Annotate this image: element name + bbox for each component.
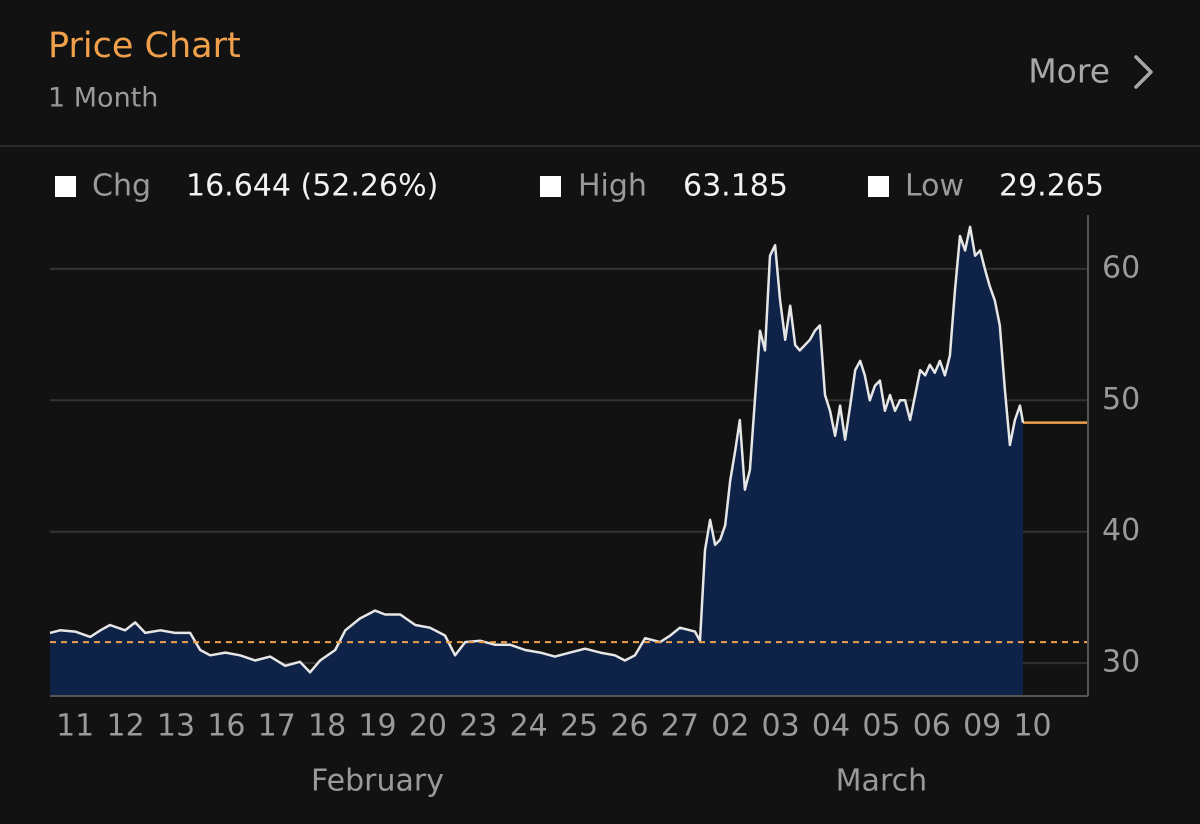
x-tick-label: 19	[358, 709, 396, 744]
stats-row: Chg 16.644 (52.26%) High 63.185 Low 29.265	[55, 169, 1104, 204]
stat-value: 16.644 (52.26%)	[186, 169, 438, 204]
x-tick-label: 27	[661, 709, 699, 744]
x-tick-label: 20	[409, 709, 447, 744]
subtitle: 1 Month	[48, 83, 158, 114]
x-tick-label: 17	[258, 709, 296, 744]
x-tick-label: 16	[207, 709, 245, 744]
y-tick-label: 30	[1102, 645, 1140, 680]
x-tick-label: 04	[812, 709, 850, 744]
plot: 30 40 50 60 11 12 13 16 17 18 19 20 23 24 25 26 27 02 03 04…	[49, 215, 1140, 799]
x-tick-label: 02	[711, 709, 749, 744]
more-button[interactable]: More	[1028, 52, 1153, 91]
x-tick-label: 13	[157, 709, 195, 744]
x-tick-label: 09	[963, 709, 1001, 744]
x-tick-label: 06	[913, 709, 951, 744]
stat-label: High	[578, 169, 647, 204]
x-tick-label: 24	[510, 709, 548, 744]
month-label: February	[311, 764, 444, 799]
area-fill	[50, 226, 1023, 697]
stat-value: 29.265	[999, 169, 1104, 204]
price-line	[49, 225, 1025, 674]
stat-marker	[55, 176, 76, 197]
stat-marker	[540, 176, 561, 197]
x-tick-label: 03	[762, 709, 800, 744]
x-tick-label: 11	[56, 709, 94, 744]
x-tick-label: 12	[106, 709, 144, 744]
y-tick-label: 60	[1102, 250, 1140, 285]
y-tick-label: 40	[1102, 513, 1140, 548]
y-tick-label: 50	[1102, 382, 1140, 417]
stat-marker	[868, 176, 889, 197]
more-label[interactable]: More	[1028, 52, 1110, 91]
stat-label: Low	[905, 169, 964, 204]
x-tick-label: 05	[862, 709, 900, 744]
chart-title: Price Chart	[48, 26, 241, 66]
x-tick-label: 18	[308, 709, 346, 744]
more-chevron[interactable]	[1134, 55, 1153, 89]
x-tick-label: 26	[610, 709, 648, 744]
stat-label: Chg	[92, 169, 151, 204]
month-label: March	[836, 764, 927, 799]
stat-value: 63.185	[683, 169, 788, 204]
x-tick-label: 23	[459, 709, 497, 744]
x-tick-label: 10	[1013, 709, 1051, 744]
x-tick-label: 25	[560, 709, 598, 744]
